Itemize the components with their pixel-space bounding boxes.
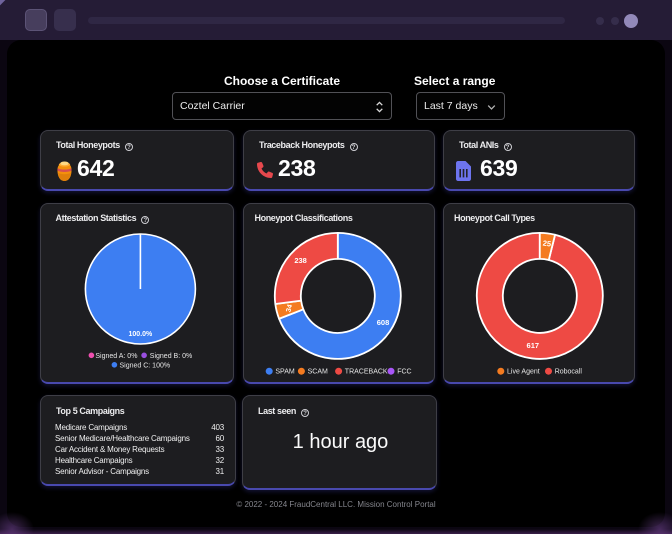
- svg-text:617: 617: [527, 341, 540, 350]
- svg-text:34: 34: [285, 304, 294, 313]
- svg-text:SCAM: SCAM: [308, 369, 328, 376]
- svg-text:TRACEBACK: TRACEBACK: [345, 369, 388, 376]
- svg-text:238: 238: [294, 256, 307, 265]
- svg-text:SPAM: SPAM: [275, 369, 294, 376]
- svg-text:25: 25: [542, 239, 551, 249]
- svg-text:Signed A: 0%: Signed A: 0%: [95, 353, 137, 360]
- svg-text:FCC: FCC: [397, 369, 411, 376]
- svg-text:Signed B: 0%: Signed B: 0%: [150, 353, 192, 360]
- svg-text:608: 608: [377, 318, 390, 327]
- svg-text:Signed C: 100%: Signed C: 100%: [120, 362, 171, 369]
- svg-text:Robocall: Robocall: [555, 369, 583, 376]
- svg-text:Live Agent: Live Agent: [507, 369, 540, 376]
- svg-text:100.0%: 100.0%: [129, 331, 154, 338]
